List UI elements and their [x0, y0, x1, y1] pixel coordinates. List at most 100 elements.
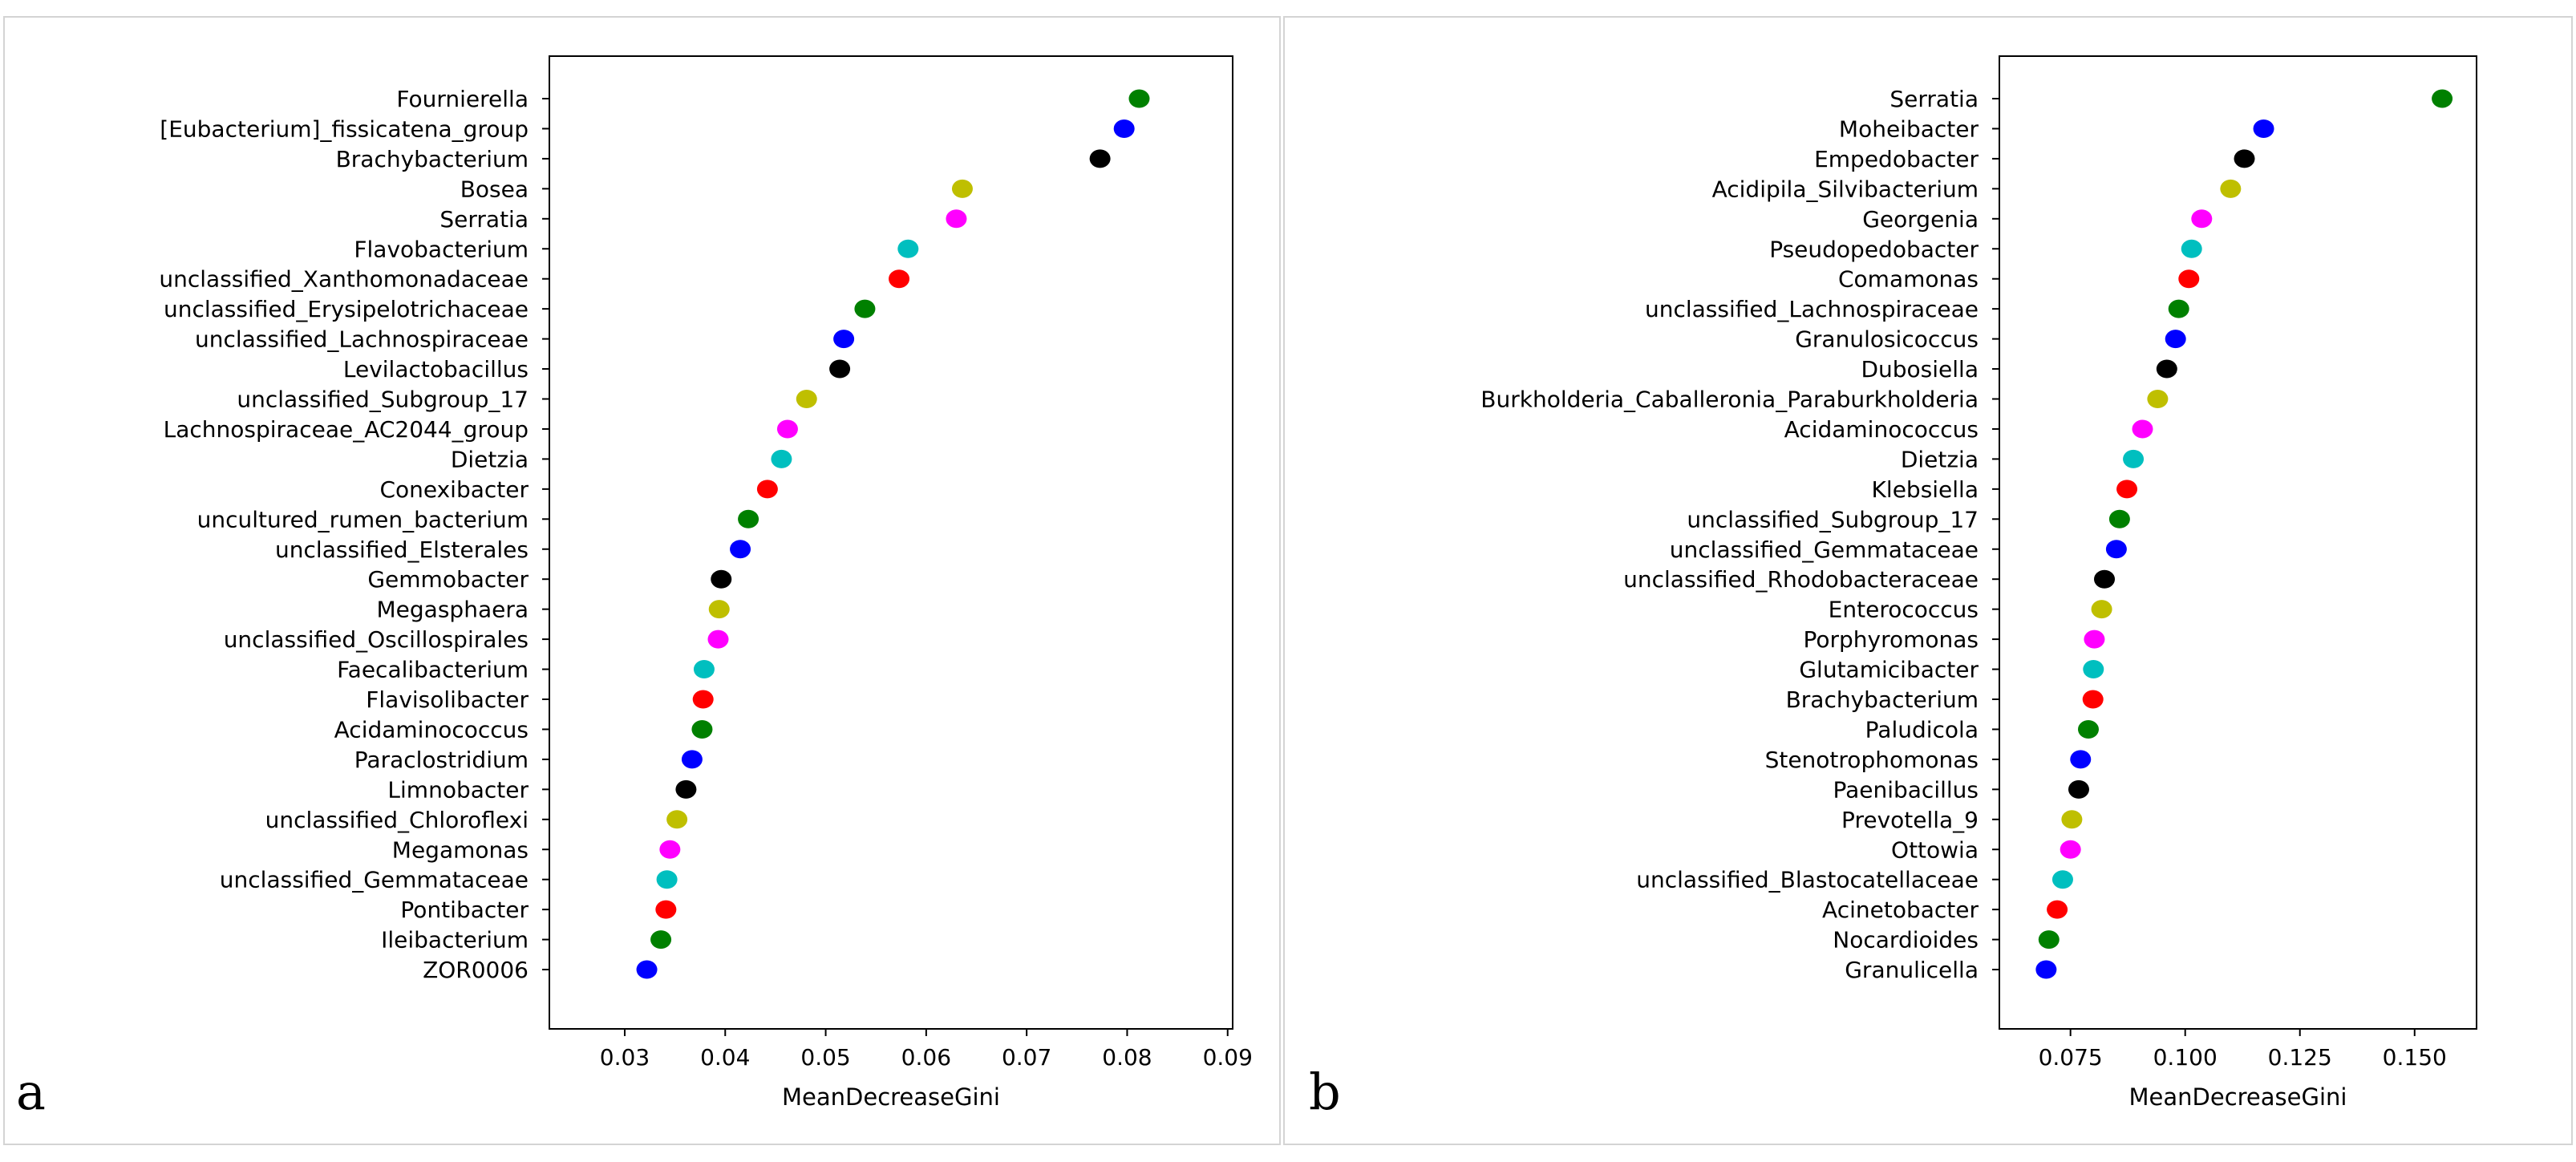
- category-label-b: Moheibacter: [1839, 115, 1979, 142]
- chart-panel-b: 0.075 0.100 0.125 0.150 MeanDecreaseGini Serr…: [1309, 55, 2477, 1121]
- category-label-b: Enterococcus: [1829, 597, 1979, 623]
- category-label-a: ZOR0006: [423, 957, 529, 983]
- data-point-b: [2061, 810, 2083, 829]
- data-point-b: [2132, 419, 2153, 439]
- category-label-a: Conexibacter: [379, 476, 529, 503]
- category-label-b: Empedobacter: [1814, 146, 1979, 172]
- data-point-b: [2116, 480, 2138, 499]
- category-label-a: Ileibacterium: [381, 927, 529, 953]
- data-point-b: [2051, 870, 2073, 889]
- panel-b-frame: [1283, 16, 2573, 1145]
- data-point-b: [2060, 840, 2081, 859]
- data-point-a: [951, 179, 973, 198]
- category-label-b: Acidaminococcus: [1784, 416, 1979, 443]
- data-point-a: [897, 239, 919, 258]
- category-label-a: Dietzia: [451, 446, 529, 472]
- data-point-a: [833, 330, 855, 349]
- data-point-b: [2253, 119, 2274, 138]
- x-tick-label-b: 0.125: [2268, 1044, 2332, 1071]
- data-point-a: [659, 840, 681, 859]
- data-point-b: [2147, 390, 2169, 408]
- category-label-b: Georgenia: [1862, 206, 1979, 233]
- category-label-b: Serratia: [1889, 86, 1979, 112]
- category-label-a: unclassified_Chloroflexi: [265, 807, 529, 833]
- category-label-a: Faecalibacterium: [337, 657, 529, 683]
- category-label-a: Megamonas: [392, 836, 529, 863]
- data-point-b: [2038, 930, 2060, 949]
- data-point-b: [2168, 299, 2189, 318]
- data-point-a: [796, 390, 817, 408]
- data-point-b: [2082, 690, 2104, 709]
- data-point-a: [1113, 119, 1135, 138]
- category-label-b: Porphyromonas: [1803, 626, 1979, 653]
- category-label-b: Paludicola: [1865, 716, 1979, 743]
- category-label-a: [Eubacterium]_fissicatena_group: [160, 115, 529, 142]
- category-label-b: Dubosiella: [1861, 356, 1979, 383]
- data-point-a: [730, 540, 751, 559]
- plot-area-b: [1999, 55, 2477, 1030]
- data-point-a: [666, 810, 688, 829]
- x-tick-label-a: 0.09: [1203, 1044, 1253, 1071]
- category-label-a: unclassified_Gemmataceae: [220, 867, 529, 893]
- category-label-a: Limnobacter: [387, 776, 529, 803]
- x-tick-label-a: 0.03: [600, 1044, 650, 1071]
- panel-letter-a: a: [16, 1063, 46, 1121]
- data-point-b: [2432, 89, 2453, 108]
- data-point-a: [711, 569, 732, 589]
- data-point-b: [2084, 630, 2105, 649]
- data-point-b: [2178, 269, 2200, 289]
- data-point-a: [655, 900, 677, 919]
- category-label-b: unclassified_Subgroup_17: [1687, 506, 1979, 532]
- category-label-a: Gemmobacter: [367, 566, 529, 593]
- x-tick-label-a: 0.06: [901, 1044, 951, 1071]
- category-label-b: Glutamicibacter: [1799, 657, 1979, 683]
- category-label-b: unclassified_Blastocatellaceae: [1636, 867, 1979, 893]
- category-label-b: unclassified_Gemmataceae: [1670, 536, 1979, 563]
- data-point-b: [2091, 600, 2112, 619]
- category-label-b: Paenibacillus: [1833, 776, 1979, 803]
- x-tick-label-a: 0.05: [800, 1044, 850, 1071]
- data-point-b: [2234, 149, 2255, 168]
- panel-letter-b: b: [1309, 1063, 1341, 1121]
- category-label-b: Dietzia: [1901, 446, 1979, 472]
- category-label-a: uncultured_rumen_bacterium: [197, 506, 529, 532]
- data-point-a: [692, 690, 714, 709]
- data-point-b: [2156, 359, 2177, 379]
- data-point-a: [636, 960, 658, 979]
- data-point-a: [1128, 89, 1150, 108]
- data-point-b: [2191, 209, 2213, 229]
- data-point-a: [771, 449, 792, 468]
- data-point-a: [738, 509, 759, 528]
- x-tick-label-b: 0.150: [2383, 1044, 2447, 1071]
- category-label-a: Acidaminococcus: [334, 716, 529, 743]
- category-label-b: Pseudopedobacter: [1769, 236, 1979, 262]
- data-point-a: [1089, 149, 1111, 168]
- data-point-b: [2123, 449, 2145, 468]
- category-label-a: Paraclostridium: [354, 747, 529, 773]
- category-label-a: Lachnospiraceae_AC2044_group: [164, 416, 529, 443]
- category-label-b: Klebsiella: [1872, 476, 1979, 503]
- data-point-a: [708, 600, 730, 619]
- category-label-b: Stenotrophomonas: [1765, 747, 1979, 773]
- x-tick-label-a: 0.07: [1002, 1044, 1051, 1071]
- data-point-a: [650, 930, 672, 949]
- category-label-a: Levilactobacillus: [343, 356, 529, 383]
- category-label-a: unclassified_Xanthomonadaceae: [159, 266, 529, 293]
- category-label-b: unclassified_Rhodobacteraceae: [1623, 566, 1979, 593]
- data-point-b: [2220, 179, 2242, 198]
- data-point-b: [2165, 330, 2186, 349]
- plot-area-a: [549, 55, 1233, 1030]
- category-label-a: unclassified_Erysipelotrichaceae: [164, 296, 529, 322]
- x-tick-label-a: 0.08: [1102, 1044, 1152, 1071]
- data-point-a: [681, 750, 703, 769]
- category-label-a: Flavobacterium: [354, 236, 529, 262]
- data-point-a: [946, 209, 967, 229]
- data-point-b: [2083, 660, 2104, 679]
- category-label-a: Serratia: [439, 206, 529, 233]
- data-point-b: [2181, 239, 2202, 258]
- category-label-b: Granulicella: [1845, 957, 1979, 983]
- category-label-b: Comamonas: [1838, 266, 1979, 293]
- category-label-a: Fournierella: [396, 86, 529, 112]
- data-point-a: [693, 660, 715, 679]
- data-point-a: [707, 630, 729, 649]
